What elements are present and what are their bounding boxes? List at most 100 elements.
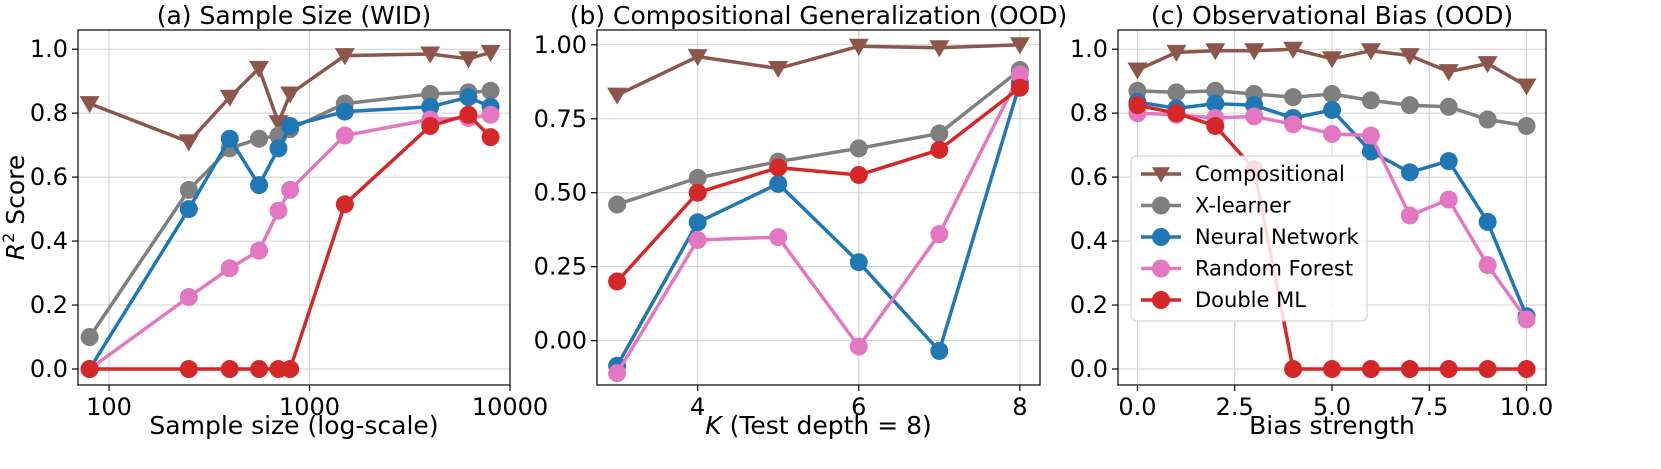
data-point-neural-network	[281, 116, 300, 135]
data-point-neural-network	[849, 253, 868, 272]
data-point-compositional	[929, 40, 950, 58]
data-point-random-forest	[769, 228, 788, 247]
y-tick-label: 0.4	[1070, 227, 1108, 255]
data-point-x-learner	[250, 129, 269, 148]
data-point-compositional	[480, 44, 501, 62]
series-line-double-ml	[89, 113, 492, 371]
data-point-x-learner	[1400, 96, 1419, 115]
chart-title: (c) Observational Bias (OOD)	[1151, 1, 1513, 30]
data-point-x-learner	[421, 84, 440, 103]
data-point-compositional	[1516, 78, 1537, 96]
data-point-random-forest	[1478, 256, 1497, 275]
data-point-double-ml	[1128, 96, 1147, 115]
data-point-neural-network	[269, 139, 288, 158]
data-point-double-ml	[1284, 360, 1303, 379]
data-point-double-ml	[1439, 360, 1458, 379]
data-point-compositional	[458, 51, 479, 69]
y-tick-label: 0.4	[30, 227, 68, 255]
data-point-x-learner	[1323, 84, 1341, 103]
data-point-compositional	[848, 38, 869, 56]
series-double-ml	[608, 78, 1029, 291]
data-point-neural-network	[1323, 100, 1341, 119]
series-line-neural-network	[615, 82, 1022, 367]
x-tick-label: 4	[690, 393, 705, 421]
data-point-x-learner	[179, 180, 198, 199]
y-tick-label: 1.0	[1070, 35, 1108, 63]
data-point-double-ml	[80, 360, 99, 379]
series-line-x-learner	[616, 68, 1021, 207]
data-point-compositional	[79, 96, 100, 114]
data-point-double-ml	[608, 272, 627, 291]
data-point-random-forest	[179, 288, 198, 307]
data-point-double-ml	[688, 183, 707, 202]
data-point-neural-network	[688, 213, 707, 232]
panel-sample-size: 0.0 0.2 0.4 0.6 0.8 1.0 100 1000 10000 (a) Sample…	[0, 1, 548, 440]
chart-title: (b) Compositional Generalization (OOD)	[570, 1, 1068, 30]
data-point-x-learner	[80, 328, 99, 347]
data-point-compositional	[1438, 64, 1459, 82]
data-point-random-forest	[269, 201, 288, 220]
data-point-random-forest	[1361, 126, 1380, 145]
data-point-double-ml	[421, 116, 440, 135]
data-point-random-forest	[608, 364, 627, 383]
y-tick-label: 0.0	[30, 355, 68, 383]
data-point-x-learner	[1517, 116, 1536, 135]
data-point-compositional	[607, 87, 628, 105]
data-point-random-forest	[1010, 65, 1029, 84]
data-point-compositional	[420, 46, 441, 64]
legend-marker-random-forest	[1152, 259, 1170, 278]
data-point-random-forest	[1517, 310, 1536, 329]
data-point-x-learner	[1478, 110, 1497, 129]
data-point-random-forest	[930, 225, 949, 244]
data-point-compositional	[1205, 43, 1226, 61]
x-tick-label: 1000	[279, 393, 340, 421]
data-point-compositional	[1322, 51, 1342, 69]
data-point-x-learner	[1284, 88, 1303, 107]
y-axis-label-r: R	[1, 243, 30, 260]
data-point-compositional	[219, 89, 240, 107]
x-tick-label: 7.5	[1410, 393, 1448, 421]
data-point-x-learner	[608, 195, 627, 214]
data-point-neural-network	[459, 88, 478, 107]
data-point-double-ml	[179, 360, 198, 379]
legend-label-double-ml: Double ML	[1195, 288, 1306, 312]
data-point-random-forest	[481, 105, 500, 124]
data-point-neural-network	[1439, 152, 1458, 171]
series-line-double-ml	[615, 86, 1021, 283]
panel-compositional-generalization: 0.00 0.25 0.50 0.75 1.00 4 6 8 (b) Compositional…	[534, 1, 1068, 440]
series-line-compositional	[616, 43, 1020, 97]
legend-label-compositional: Compositional	[1195, 162, 1345, 186]
data-point-compositional	[1283, 41, 1304, 59]
series-compositional	[607, 37, 1030, 105]
data-point-double-ml	[930, 140, 949, 159]
data-point-compositional	[1399, 48, 1420, 66]
legend-label-x-learner: X-learner	[1195, 194, 1291, 218]
legend-marker-neural-network	[1152, 228, 1170, 246]
data-point-compositional	[1166, 44, 1187, 62]
x-axis-label: Bias strength	[1249, 411, 1415, 440]
data-point-random-forest	[281, 180, 300, 199]
data-point-double-ml	[335, 195, 354, 214]
legend-entry-compositional: Compositional	[1141, 162, 1345, 186]
x-axis-label-rest: (Test depth = 8)	[722, 411, 932, 440]
x-tick-label: 0.0	[1118, 393, 1156, 421]
x-axis-label: K (Test depth = 8)	[705, 411, 932, 440]
data-point-x-learner	[1439, 97, 1458, 116]
data-point-random-forest	[1439, 190, 1458, 209]
data-point-random-forest	[1245, 107, 1264, 126]
y-tick-label: 0.25	[534, 253, 587, 281]
data-point-x-learner	[849, 139, 868, 158]
series-line-neural-network	[88, 95, 492, 370]
data-point-neural-network	[1400, 163, 1419, 182]
data-point-x-learner	[1361, 91, 1380, 110]
data-point-double-ml	[849, 165, 868, 184]
data-point-random-forest	[688, 231, 707, 250]
data-point-neural-network	[220, 129, 239, 148]
x-tick-label: 10.0	[1500, 393, 1553, 421]
series-x-learner	[608, 60, 1029, 214]
data-point-random-forest	[1323, 124, 1341, 143]
data-point-double-ml	[220, 360, 239, 379]
legend-box	[1130, 155, 1368, 322]
series-compositional	[1127, 41, 1537, 96]
plot-frame	[77, 29, 511, 386]
